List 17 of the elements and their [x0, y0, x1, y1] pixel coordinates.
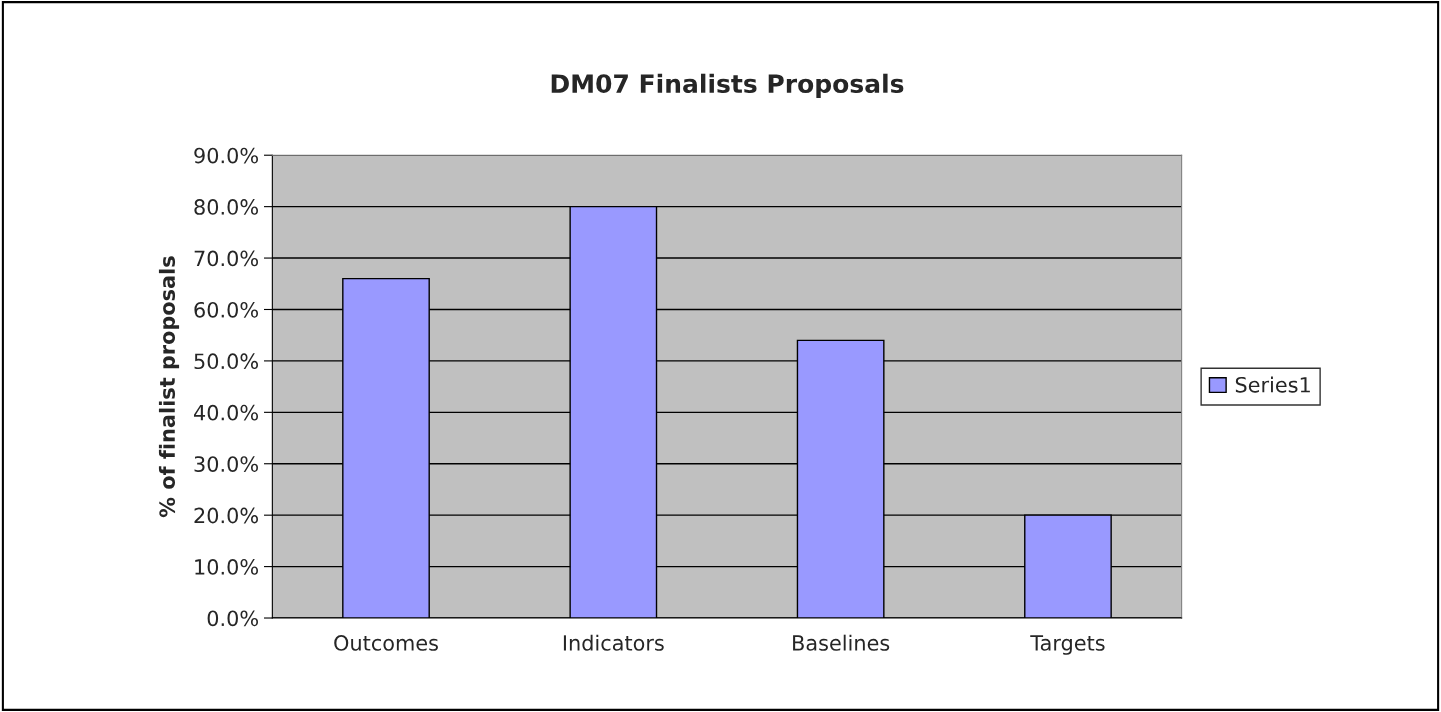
y-tick-label: 30.0%: [194, 456, 259, 472]
legend-label: Series1: [1235, 376, 1310, 393]
y-tick-label: 80.0%: [194, 199, 259, 215]
y-tick-label: 70.0%: [194, 250, 259, 267]
y-tick-label: 50.0%: [194, 353, 259, 370]
x-tick-label: Baselines: [793, 634, 890, 651]
y-tick-label: 60.0%: [194, 301, 259, 318]
y-tick-label: 0.0%: [207, 610, 259, 627]
y-tick-label: 40.0%: [193, 404, 259, 421]
x-tick-label: Outcomes: [334, 635, 438, 651]
chart-title: DM07 Finalists Proposals: [551, 73, 904, 98]
y-tick-label: 10.0%: [195, 559, 259, 575]
x-tick-label: Targets: [1030, 635, 1105, 655]
y-tick-label: 20.0%: [194, 507, 259, 524]
x-tick-label: Indicators: [563, 634, 664, 651]
y-tick-label: 90.0%: [194, 147, 259, 164]
y-axis-title: % of finalist proposals: [158, 256, 180, 518]
